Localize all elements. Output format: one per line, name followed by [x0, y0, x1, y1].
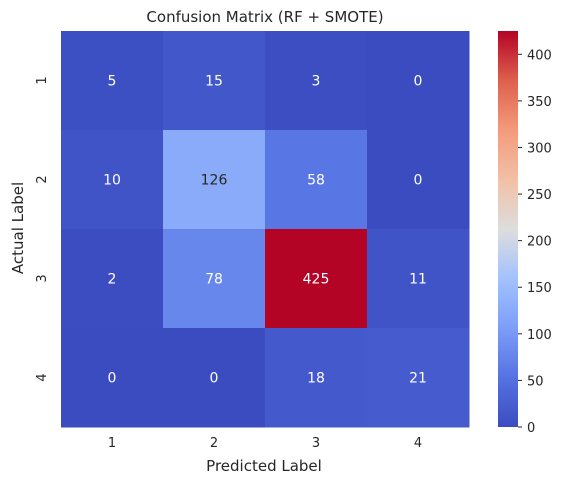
colorbar-tick-label: 100	[527, 328, 552, 343]
colorbar-gradient	[498, 31, 518, 427]
y-axis-label: Actual Label	[9, 182, 27, 274]
colorbar-tick-label: 250	[527, 188, 552, 203]
x-tick-label: 1	[108, 436, 116, 451]
x-tick-label: 2	[210, 436, 218, 451]
heatmap-cell-r4-c2	[163, 328, 266, 428]
heatmap-cell-r2-c1	[61, 130, 164, 230]
y-axis-ticks: 1 2 3 4	[35, 76, 50, 381]
chart-title: Confusion Matrix (RF + SMOTE)	[146, 8, 383, 26]
x-axis-label: Predicted Label	[206, 457, 322, 475]
heatmap-cell-r4-c1	[61, 328, 164, 428]
heatmap-cells	[61, 31, 470, 428]
y-tick-label: 1	[35, 76, 50, 84]
cell-value-label: 425	[303, 272, 330, 288]
y-tick-label: 4	[35, 373, 50, 381]
colorbar-tick-label: 150	[527, 281, 552, 296]
cell-value-label: 58	[307, 173, 325, 189]
heatmap-cell-r1-c1	[61, 31, 164, 131]
colorbar	[498, 31, 518, 427]
colorbar-tick-label: 350	[527, 95, 552, 110]
colorbar-tick-label: 50	[527, 374, 544, 389]
y-tick-label: 3	[35, 274, 50, 282]
cell-value-label: 11	[409, 272, 427, 288]
cell-value-label: 18	[307, 371, 325, 387]
colorbar-tick-label: 200	[527, 235, 552, 250]
cell-value-label: 10	[103, 173, 121, 189]
cell-value-label: 3	[312, 74, 321, 90]
x-axis-ticks: 1 2 3 4	[108, 436, 422, 451]
cell-value-label: 5	[108, 74, 117, 90]
cell-value-label: 78	[205, 272, 223, 288]
heatmap-cell-r4-c3	[265, 328, 368, 428]
cell-value-label: 0	[414, 74, 423, 90]
heatmap-cell-r1-c2	[163, 31, 266, 131]
x-tick-label: 4	[414, 436, 422, 451]
y-tick-label: 2	[35, 175, 50, 183]
heatmap-cell-labels: 5 15 3 0 10 126 58 0 2 78 425 11 0 0 18 21	[103, 74, 427, 387]
cell-value-label: 2	[108, 272, 117, 288]
cell-value-label: 0	[210, 371, 219, 387]
heatmap-cell-r3-c1	[61, 229, 164, 329]
x-tick-label: 3	[312, 436, 320, 451]
heatmap-cell-r3-c4	[367, 229, 470, 329]
heatmap-cell-r2-c4	[367, 130, 470, 230]
heatmap-cell-r1-c3	[265, 31, 368, 131]
cell-value-label: 126	[201, 173, 228, 189]
cell-value-label: 15	[205, 74, 223, 90]
heatmap-cell-r3-c3	[265, 229, 368, 329]
colorbar-tick-label: 300	[527, 141, 552, 156]
cell-value-label: 0	[108, 371, 117, 387]
colorbar-ticks: 0 50 100 150 200 250 300 350 400	[518, 48, 552, 436]
heatmap-cell-r2-c3	[265, 130, 368, 230]
colorbar-tick-label: 0	[527, 421, 535, 436]
heatmap-cell-r2-c2	[163, 130, 266, 230]
heatmap-cell-r3-c2	[163, 229, 266, 329]
cell-value-label: 21	[409, 371, 427, 387]
heatmap-cell-r1-c4	[367, 31, 470, 131]
cell-value-label: 0	[414, 173, 423, 189]
heatmap-cell-r4-c4	[367, 328, 470, 428]
colorbar-tick-label: 400	[527, 48, 552, 63]
